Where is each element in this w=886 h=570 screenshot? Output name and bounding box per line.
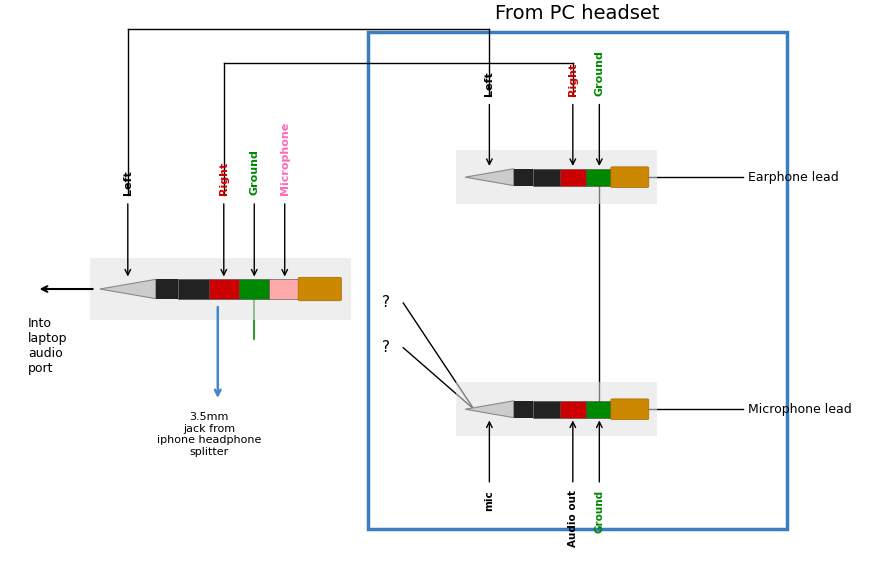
- Text: Into
laptop
audio
port: Into laptop audio port: [27, 317, 67, 375]
- Text: Left: Left: [123, 171, 133, 196]
- FancyBboxPatch shape: [239, 279, 269, 299]
- Text: Audio out: Audio out: [568, 490, 578, 547]
- FancyBboxPatch shape: [269, 279, 300, 299]
- Text: Right: Right: [568, 63, 578, 96]
- FancyBboxPatch shape: [514, 169, 533, 186]
- FancyBboxPatch shape: [586, 169, 612, 186]
- Text: Ground: Ground: [595, 490, 604, 534]
- FancyBboxPatch shape: [299, 277, 341, 301]
- Text: Right: Right: [219, 162, 229, 196]
- Text: Microphone lead: Microphone lead: [748, 403, 851, 416]
- FancyBboxPatch shape: [89, 258, 351, 320]
- FancyBboxPatch shape: [208, 279, 239, 299]
- Text: Earphone lead: Earphone lead: [748, 170, 838, 184]
- Text: Left: Left: [485, 71, 494, 96]
- FancyBboxPatch shape: [533, 169, 560, 186]
- Text: ?: ?: [382, 340, 390, 355]
- FancyBboxPatch shape: [560, 169, 586, 186]
- Polygon shape: [100, 279, 156, 299]
- FancyBboxPatch shape: [456, 150, 657, 204]
- FancyBboxPatch shape: [178, 279, 208, 299]
- FancyBboxPatch shape: [514, 401, 533, 418]
- Text: 3.5mm
jack from
iphone headphone
splitter: 3.5mm jack from iphone headphone splitte…: [157, 412, 261, 457]
- Text: Ground: Ground: [595, 50, 604, 96]
- Text: ?: ?: [382, 295, 390, 311]
- FancyBboxPatch shape: [533, 401, 560, 418]
- FancyBboxPatch shape: [610, 399, 649, 420]
- FancyBboxPatch shape: [560, 401, 586, 418]
- Text: mic: mic: [485, 490, 494, 511]
- Polygon shape: [465, 169, 514, 186]
- FancyBboxPatch shape: [610, 167, 649, 188]
- FancyBboxPatch shape: [156, 279, 178, 299]
- Text: From PC headset: From PC headset: [495, 5, 660, 23]
- Text: Ground: Ground: [249, 149, 260, 196]
- Text: Microphone: Microphone: [280, 122, 290, 196]
- FancyBboxPatch shape: [586, 401, 612, 418]
- FancyBboxPatch shape: [456, 382, 657, 436]
- Polygon shape: [465, 401, 514, 418]
